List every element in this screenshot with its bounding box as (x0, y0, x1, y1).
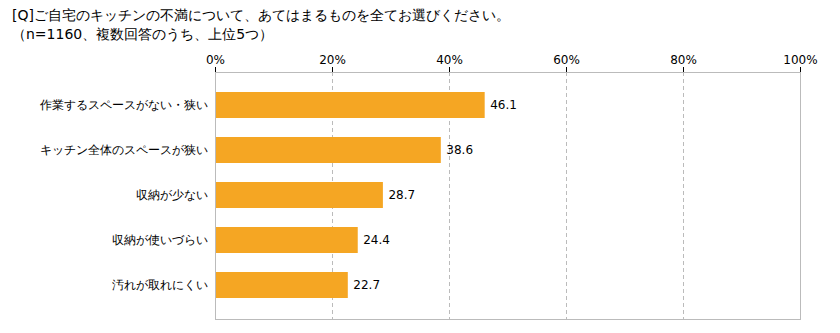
svg-text:28.7: 28.7 (388, 188, 415, 202)
svg-text:作業するスペースがない・狭い: 作業するスペースがない・狭い (39, 98, 208, 112)
svg-text:80%: 80% (670, 53, 697, 67)
svg-text:0%: 0% (206, 53, 225, 67)
svg-text:38.6: 38.6 (446, 143, 473, 157)
svg-text:キッチン全体のスペースが狭い: キッチン全体のスペースが狭い (40, 143, 208, 157)
svg-text:汚れが取れにくい: 汚れが取れにくい (112, 278, 208, 292)
svg-text:60%: 60% (553, 53, 580, 67)
html-text:[Q]ご自宅のキッチンの不満について、あてはまるものを全てお: [Q]ご自宅のキッチンの不満について、あてはまるものを全てお選びください。 (12, 7, 510, 23)
svg-text:40%: 40% (436, 53, 463, 67)
svg-text:20%: 20% (319, 53, 346, 67)
svg-text:24.4: 24.4 (363, 233, 390, 247)
html-text:（n=1160、複数回答のうち、上位5つ）: （n=1160、複数回答のうち、上位5つ） (12, 26, 274, 42)
svg-text:22.7: 22.7 (353, 278, 380, 292)
svg-text:収納が使いづらい: 収納が使いづらい (112, 233, 208, 247)
svg-text:46.1: 46.1 (490, 98, 517, 112)
svg-text:100%: 100% (783, 53, 817, 67)
svg-text:収納が少ない: 収納が少ない (136, 188, 208, 202)
